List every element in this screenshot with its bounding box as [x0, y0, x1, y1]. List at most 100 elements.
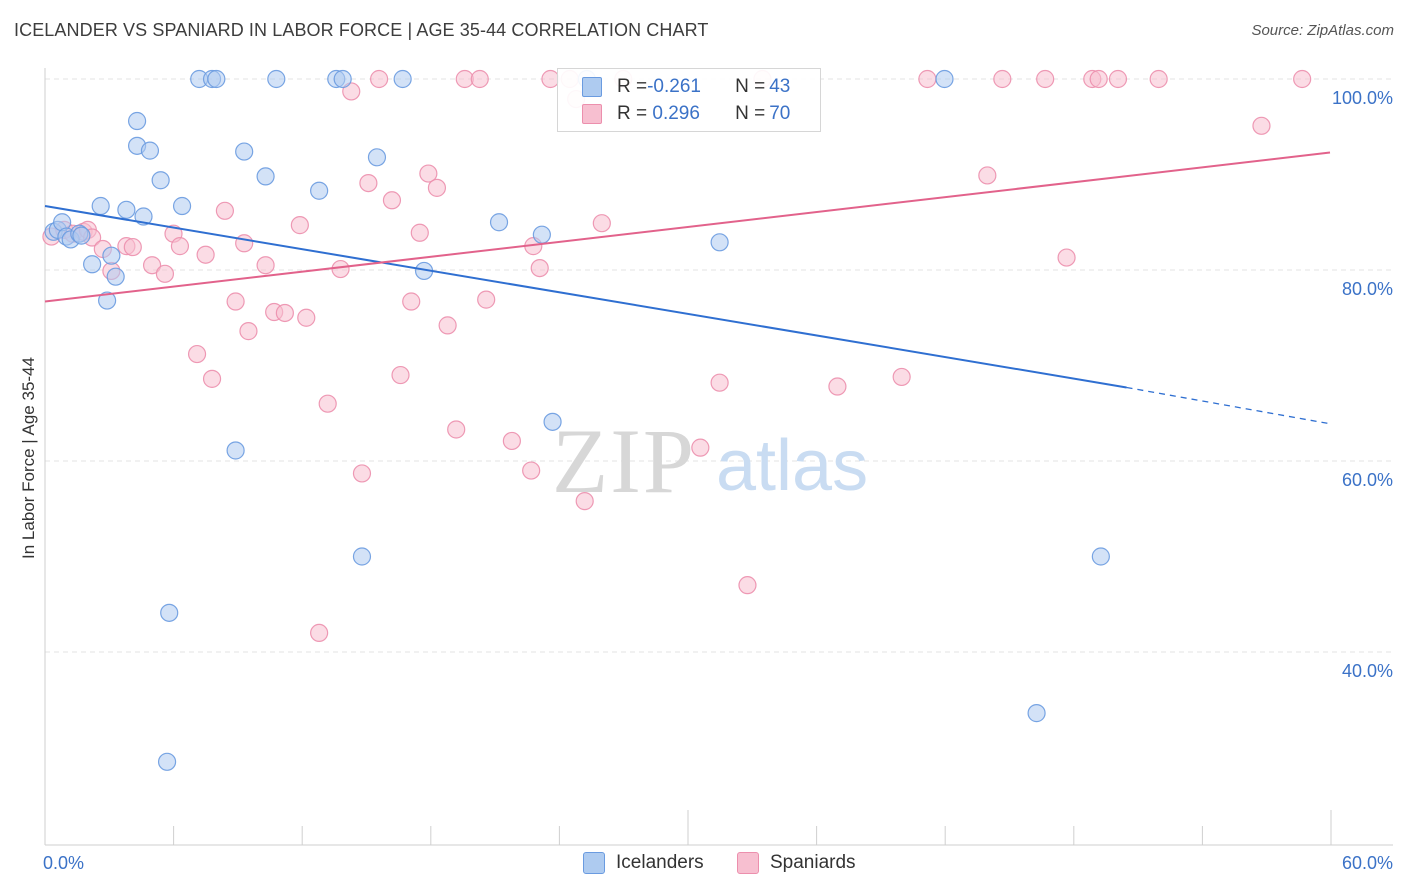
point-icelanders: [1027, 704, 1046, 723]
point-spaniards: [155, 264, 175, 283]
point-spaniards: [359, 173, 378, 193]
point-icelanders: [157, 752, 177, 771]
point-icelanders: [140, 141, 160, 160]
point-spaniards: [187, 344, 207, 364]
point-icelanders: [72, 226, 91, 245]
legend-r-value: -0.261: [647, 76, 701, 97]
axes: [44, 68, 1393, 846]
point-spaniards: [1149, 69, 1168, 89]
x-tick-label-min: 0.0%: [43, 853, 84, 873]
trendline-spaniards: [44, 151, 1331, 303]
legend-row-icelanders: R = -0.261 N = 43: [582, 75, 790, 99]
point-spaniards: [738, 576, 757, 595]
point-spaniards: [256, 256, 275, 275]
y-tick-label: 100.0%: [1332, 88, 1393, 108]
point-icelanders: [83, 255, 102, 274]
point-icelanders: [172, 196, 192, 216]
point-spaniards: [331, 259, 350, 279]
tick-labels: 40.0% 60.0% 80.0% 100.0% 0.0% 60.0%: [43, 88, 1393, 873]
point-icelanders: [134, 207, 153, 226]
point-icelanders: [310, 181, 329, 200]
source-label: Source: ZipAtlas.com: [1251, 22, 1394, 39]
legend-swatch-blue: [582, 77, 602, 97]
point-icelanders: [256, 167, 275, 186]
legend-r-value: 0.296: [647, 103, 700, 124]
point-icelanders: [106, 267, 125, 286]
point-spaniards: [419, 164, 438, 183]
point-spaniards: [297, 308, 316, 327]
point-spaniards: [196, 245, 215, 264]
watermark-zip: ZIP: [552, 410, 696, 512]
watermark: ZIP atlas: [552, 410, 868, 512]
point-spaniards: [592, 214, 611, 233]
point-icelanders: [1091, 547, 1110, 566]
point-spaniards: [239, 322, 258, 341]
point-spaniards: [275, 303, 294, 323]
point-spaniards: [170, 237, 190, 256]
stats-legend: R = -0.261 N = 43 R = 0.296 N = 70: [557, 68, 821, 132]
point-spaniards: [382, 191, 402, 210]
legend-label-icelanders: Icelanders: [616, 852, 704, 873]
point-spaniards: [575, 492, 594, 511]
point-icelanders: [935, 69, 954, 89]
point-icelanders: [543, 412, 562, 431]
point-spaniards: [892, 367, 911, 387]
point-spaniards: [470, 69, 489, 89]
point-spaniards: [918, 69, 937, 89]
point-spaniards: [427, 178, 447, 197]
point-spaniards: [1089, 69, 1108, 89]
point-spaniards: [402, 292, 421, 311]
point-icelanders: [333, 69, 352, 89]
chart-title: ICELANDER VS SPANIARD IN LABOR FORCE | A…: [14, 20, 709, 40]
legend-r-label: R =: [617, 76, 648, 97]
point-spaniards: [310, 623, 329, 643]
point-spaniards: [370, 69, 389, 89]
point-icelanders: [367, 148, 387, 167]
series-spaniards: [42, 69, 1312, 643]
trend-lines: [44, 151, 1331, 425]
point-icelanders: [489, 213, 509, 232]
point-spaniards: [993, 69, 1012, 89]
legend-item-spaniards: Spaniards: [737, 852, 856, 874]
trendline-icelanders: [44, 205, 1127, 389]
y-tick-label: 40.0%: [1342, 661, 1393, 681]
trendline-icelanders-extension: [1126, 386, 1331, 425]
series-legend: Icelanders Spaniards: [0, 852, 1406, 876]
x-tick-label-max: 60.0%: [1342, 853, 1393, 873]
point-spaniards: [828, 377, 847, 396]
legend-item-icelanders: Icelanders: [583, 852, 704, 874]
point-spaniards: [215, 201, 234, 220]
legend-swatch-pink: [737, 852, 759, 874]
y-tick-label: 60.0%: [1342, 470, 1393, 490]
point-icelanders: [207, 69, 226, 89]
point-icelanders: [235, 142, 254, 161]
point-spaniards: [342, 82, 361, 101]
point-icelanders: [117, 200, 136, 219]
y-axis-label: In Labor Force | Age 35-44: [19, 357, 38, 559]
point-spaniards: [1252, 116, 1271, 135]
point-spaniards: [352, 464, 372, 483]
point-spaniards: [502, 431, 521, 451]
legend-swatch-pink: [582, 104, 602, 124]
legend-swatch-blue: [583, 852, 605, 874]
point-spaniards: [438, 316, 457, 335]
point-icelanders: [127, 111, 147, 131]
point-spaniards: [391, 365, 410, 385]
point-icelanders: [151, 171, 170, 190]
y-tick-label: 80.0%: [1342, 279, 1393, 299]
point-spaniards: [318, 394, 337, 413]
legend-n-label: N =: [735, 103, 766, 124]
point-icelanders: [226, 441, 245, 460]
point-spaniards: [530, 258, 549, 278]
point-spaniards: [447, 420, 466, 439]
point-spaniards: [522, 461, 541, 480]
point-spaniards: [202, 369, 222, 388]
point-spaniards: [1293, 69, 1312, 89]
legend-n-label: N =: [735, 76, 766, 97]
point-icelanders: [160, 603, 179, 622]
point-icelanders: [98, 291, 117, 310]
point-icelanders: [710, 233, 729, 252]
legend-r-label: R =: [617, 103, 648, 124]
point-spaniards: [226, 292, 245, 311]
point-icelanders: [352, 547, 372, 566]
